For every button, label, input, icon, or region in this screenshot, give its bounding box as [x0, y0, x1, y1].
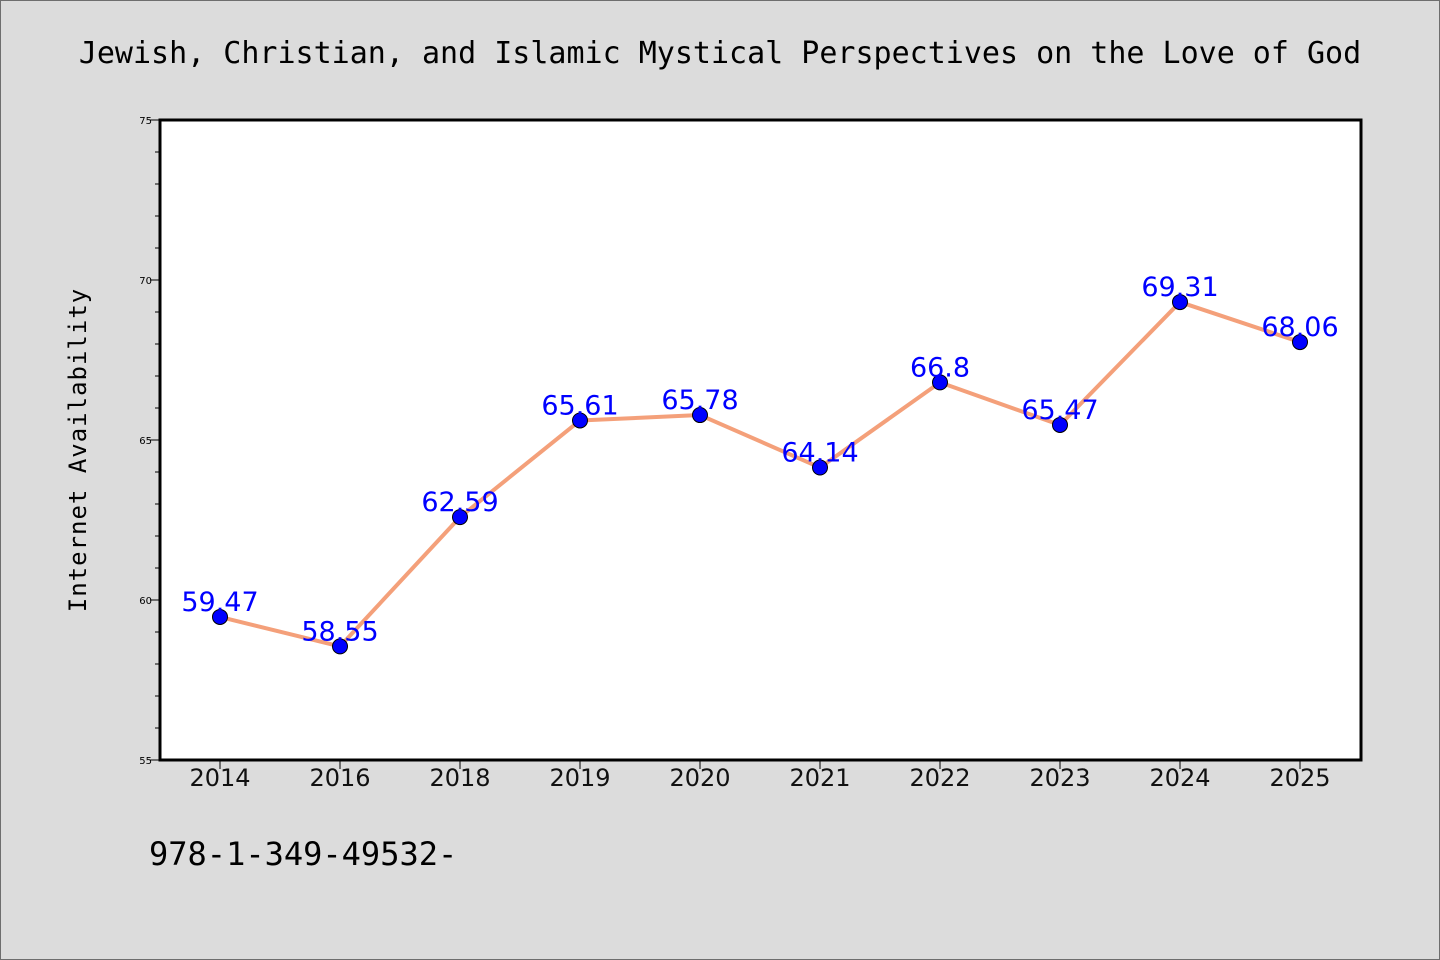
data-point	[572, 412, 588, 429]
x-tick-label: 2016	[309, 764, 370, 792]
x-tick-label: 2022	[909, 764, 970, 792]
data-point	[932, 374, 948, 391]
data-point	[212, 608, 228, 625]
plot-frame	[158, 118, 1363, 762]
data-point	[332, 638, 348, 655]
data-label: 69.31	[1141, 272, 1218, 303]
x-tick-label: 2020	[669, 764, 730, 792]
data-point	[812, 459, 828, 476]
y-tick-label: 75	[139, 116, 152, 127]
data-point	[692, 407, 708, 424]
data-labels-layer: 59.47 58.55 62.59 65.61 65.78 64.14 66.8 65.47 6…	[181, 272, 1338, 647]
x-tick-label: 2019	[549, 764, 610, 792]
y-tick-label: 65	[139, 436, 152, 447]
data-label: 59.47	[181, 587, 258, 618]
x-tick-label: 2018	[429, 764, 490, 792]
data-point	[1052, 416, 1068, 433]
data-label: 65.47	[1021, 395, 1098, 426]
footer-code: 978-1-349-49532-	[149, 835, 457, 873]
data-label: 62.59	[421, 487, 498, 518]
y-tick-label: 55	[139, 756, 152, 767]
series-line	[218, 300, 1302, 649]
data-point	[1172, 294, 1188, 311]
x-tick-label: 2023	[1029, 764, 1090, 792]
x-tick-label: 2024	[1149, 764, 1210, 792]
data-label: 65.78	[661, 385, 738, 416]
data-label: 58.55	[301, 616, 378, 647]
data-point	[452, 509, 468, 526]
data-label: 64.14	[781, 438, 858, 469]
x-tick-label: 2021	[789, 764, 850, 792]
series-layer	[212, 294, 1308, 655]
data-label: 68.06	[1261, 312, 1338, 343]
data-point	[1292, 334, 1308, 351]
x-tick-label: 2014	[189, 764, 250, 792]
axis-ticks: 55 60 65 70 75 2014 2016 2018 2019 2020 2021 2022 20…	[139, 116, 1330, 792]
data-label: 66.8	[910, 352, 970, 383]
y-tick-label: 60	[139, 596, 152, 607]
x-tick-label: 2025	[1269, 764, 1330, 792]
chart-title: Jewish, Christian, and Islamic Mystical …	[79, 36, 1361, 71]
y-axis-label: Internet Availability	[64, 288, 92, 612]
data-label: 65.61	[541, 390, 618, 421]
y-tick-label: 70	[139, 276, 152, 287]
